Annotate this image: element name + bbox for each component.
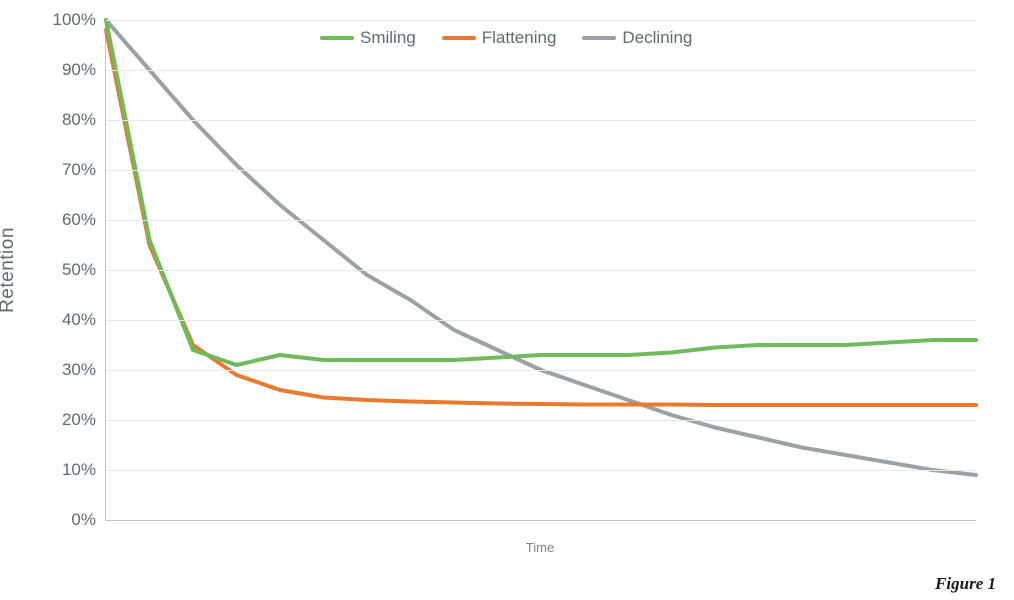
legend-item-flattening: Flattening	[442, 28, 557, 48]
y-tick-label: 20%	[36, 410, 96, 430]
y-tick-label: 40%	[36, 310, 96, 330]
y-tick-label: 80%	[36, 110, 96, 130]
series-flattening	[106, 30, 976, 405]
legend-label: Declining	[622, 28, 692, 48]
y-tick-label: 10%	[36, 460, 96, 480]
gridline	[106, 170, 976, 171]
legend-swatch	[442, 36, 476, 40]
legend: Smiling Flattening Declining	[320, 28, 692, 48]
y-tick-label: 70%	[36, 160, 96, 180]
y-tick-label: 60%	[36, 210, 96, 230]
gridline	[106, 320, 976, 321]
legend-label: Smiling	[360, 28, 416, 48]
legend-label: Flattening	[482, 28, 557, 48]
gridline	[106, 20, 976, 21]
gridline	[106, 420, 976, 421]
gridline	[106, 370, 976, 371]
y-tick-label: 90%	[36, 60, 96, 80]
x-axis-title: Time	[105, 540, 975, 555]
y-tick-label: 100%	[36, 10, 96, 30]
legend-item-declining: Declining	[582, 28, 692, 48]
gridline	[106, 270, 976, 271]
legend-item-smiling: Smiling	[320, 28, 416, 48]
y-tick-label: 0%	[36, 510, 96, 530]
legend-swatch	[320, 36, 354, 40]
legend-swatch	[582, 36, 616, 40]
gridline	[106, 470, 976, 471]
y-tick-label: 50%	[36, 260, 96, 280]
plot-area	[105, 20, 976, 521]
gridline	[106, 220, 976, 221]
figure-caption: Figure 1	[935, 574, 996, 594]
series-smiling	[106, 20, 976, 365]
y-axis-title: Retention	[0, 227, 19, 313]
gridline	[106, 70, 976, 71]
gridline	[106, 120, 976, 121]
y-tick-label: 30%	[36, 360, 96, 380]
retention-chart: Retention 0% 10% 20% 30% 40% 50% 60% 70% 80% 90% 1…	[0, 0, 1014, 600]
